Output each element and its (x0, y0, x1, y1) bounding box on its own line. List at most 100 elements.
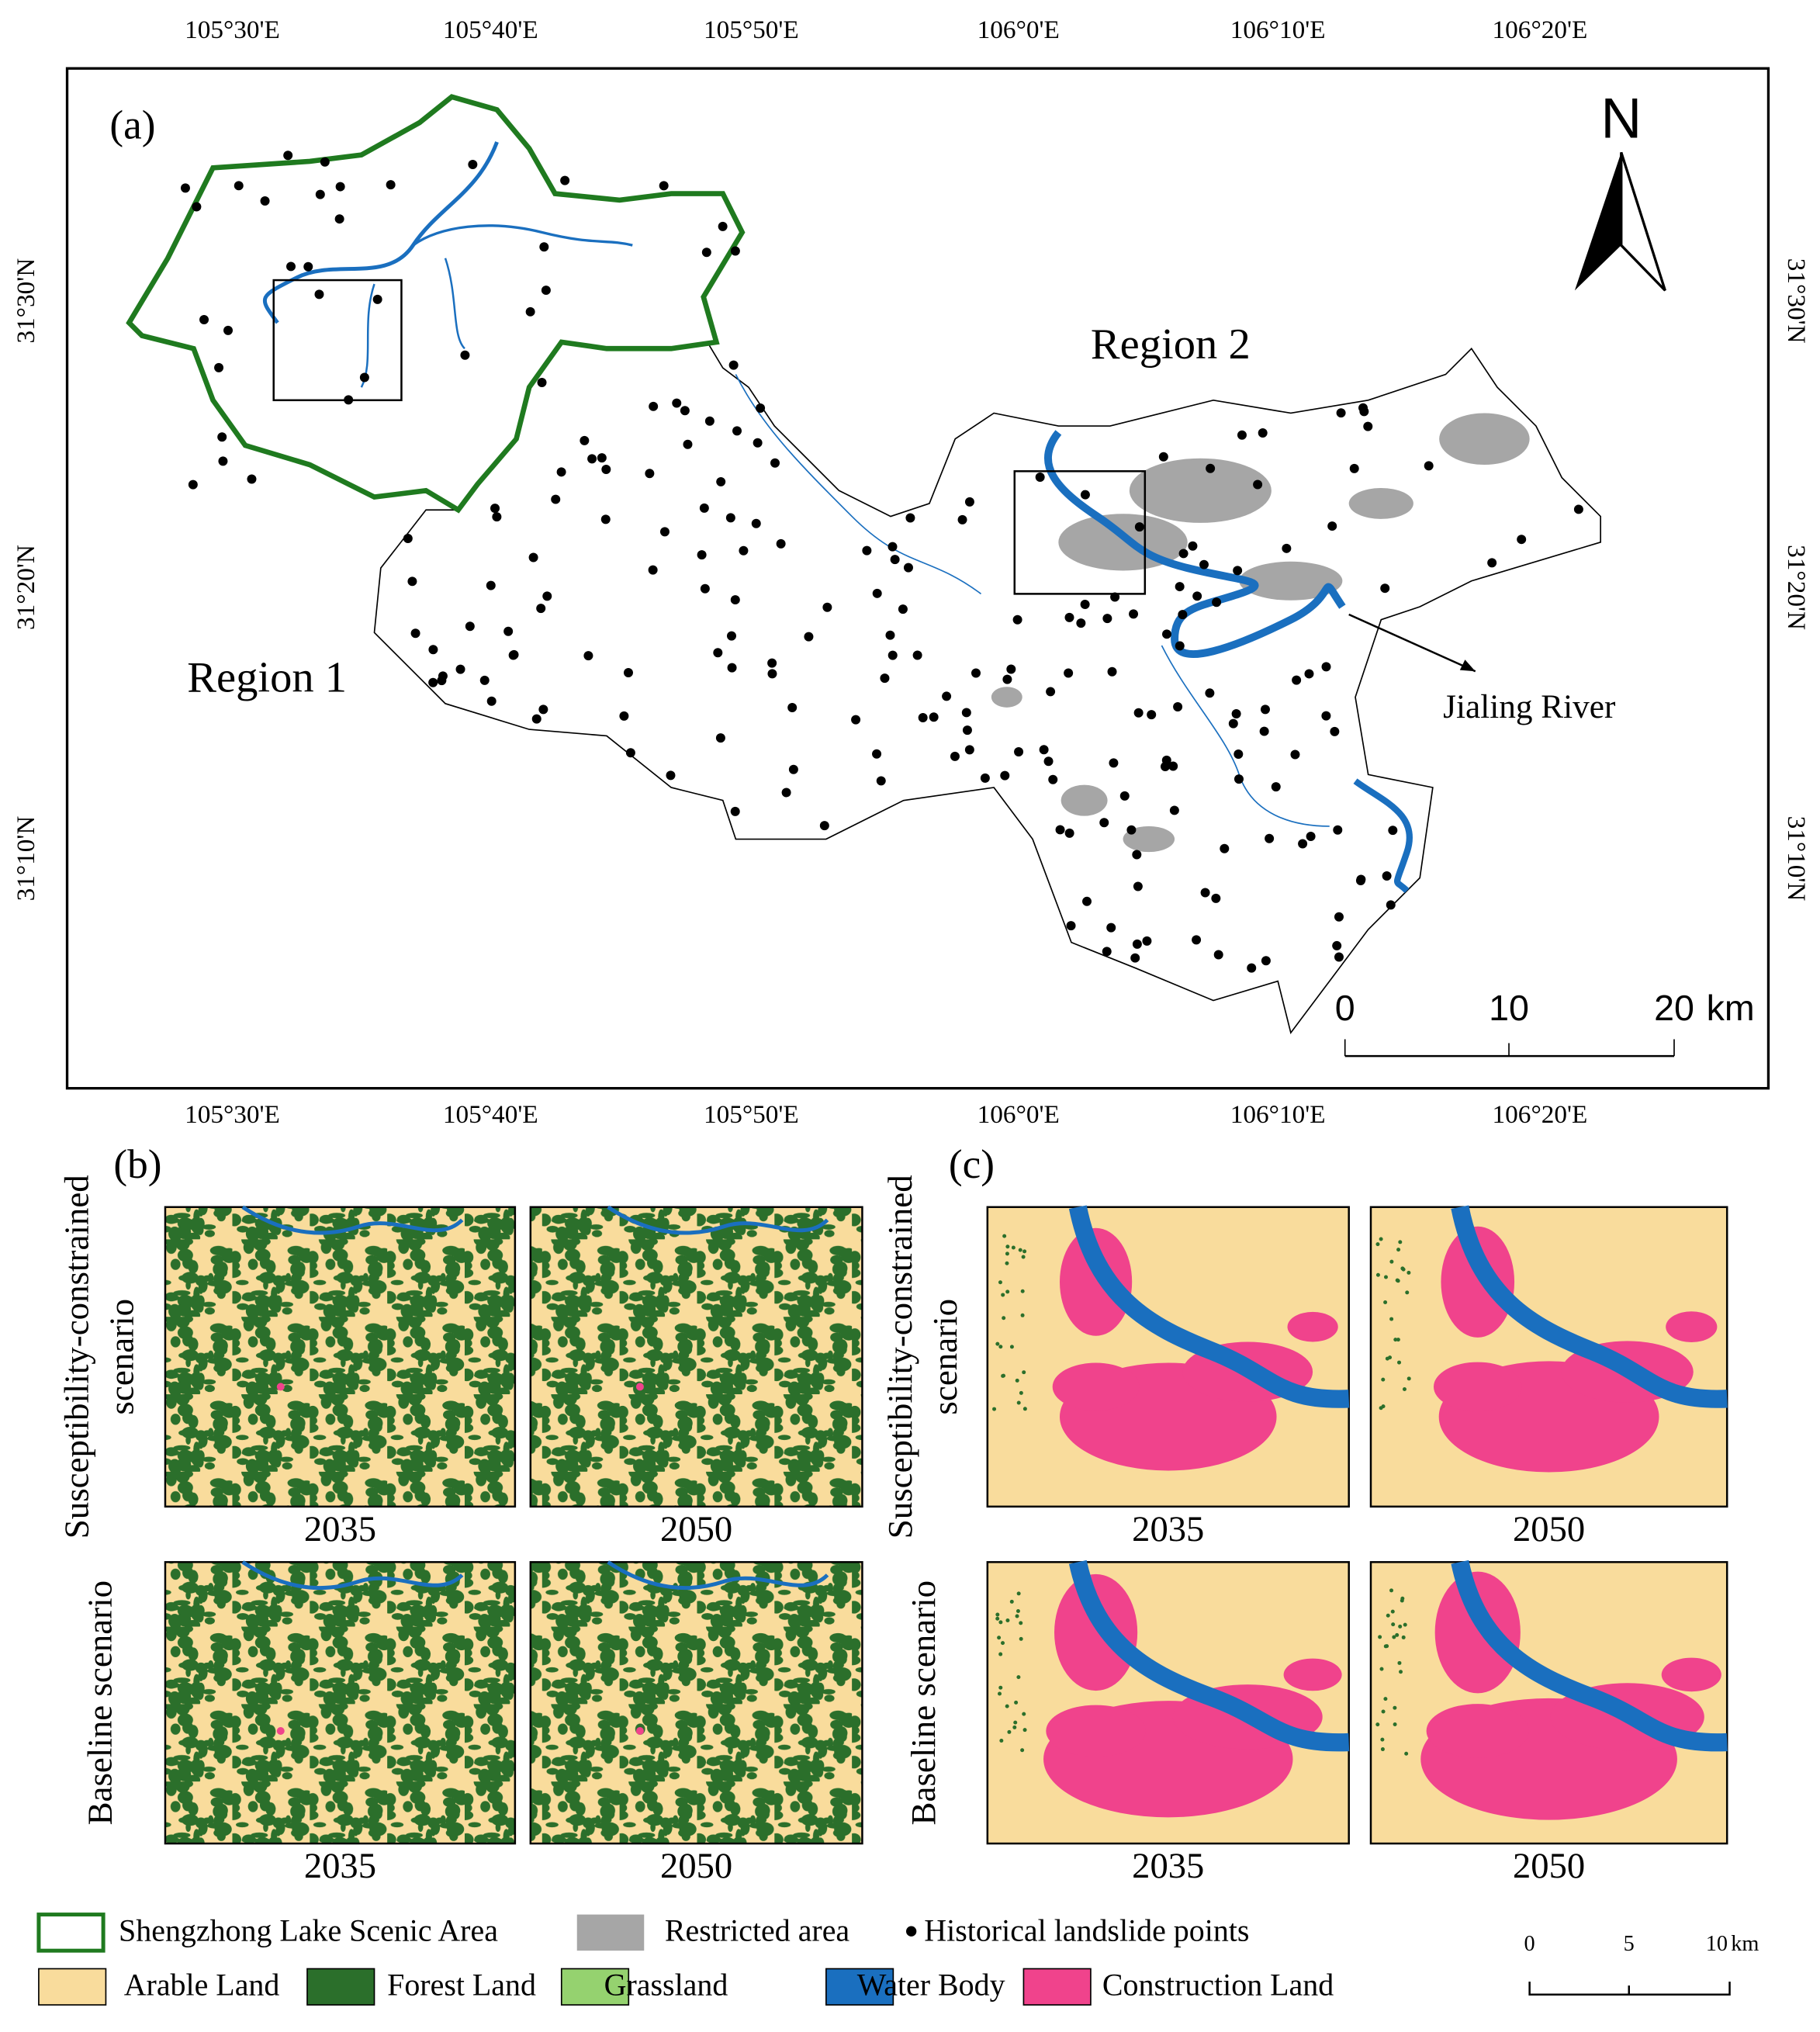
forest-patch (1379, 1237, 1383, 1241)
scenario-label: Baseline scenario (80, 1580, 119, 1825)
forest-patch (1381, 1404, 1386, 1409)
map-content (126, 94, 1601, 1035)
construction-patch (1426, 1704, 1529, 1758)
forest-patch (998, 1345, 1003, 1349)
forest-patch (1383, 1697, 1388, 1701)
forest-patch (998, 1652, 1003, 1656)
forest-patch (1400, 1596, 1405, 1601)
lon-label: 106°10'E (1230, 16, 1326, 44)
landslide-point (315, 189, 325, 199)
landslide-point (1035, 473, 1045, 482)
landslide-point (335, 182, 345, 192)
landslide-point (1102, 947, 1112, 957)
forest-patch (1401, 1635, 1406, 1639)
landslide-point (876, 776, 886, 786)
landslide-point (372, 294, 382, 304)
landslide-point (1424, 461, 1434, 471)
scale-bar (1344, 1039, 1675, 1058)
landslide-point (1106, 923, 1116, 933)
landslide-point (751, 518, 761, 528)
landslide-point (753, 438, 763, 448)
landslide-point (320, 157, 330, 167)
landslide-point (217, 432, 227, 442)
forest-patch (1022, 1249, 1027, 1254)
landslide-point (767, 658, 777, 668)
landslide-point (961, 708, 971, 718)
landslide-point (1304, 669, 1314, 679)
land-use-map (164, 1206, 517, 1508)
landslide-point (1014, 746, 1024, 756)
landslide-point (1175, 641, 1185, 651)
landslide-point (1330, 726, 1340, 736)
landslide-point (1271, 782, 1281, 792)
landslide-point (1212, 597, 1222, 608)
construction-patch (1661, 1657, 1721, 1692)
landslide-point (1055, 825, 1065, 835)
landslide-point (492, 512, 502, 522)
construction-land (635, 1383, 644, 1391)
landslide-point (314, 289, 324, 299)
forest-patch (1001, 1641, 1005, 1646)
landslide-point (964, 497, 974, 507)
forest-patch (1380, 1737, 1385, 1742)
inset-box (1013, 470, 1147, 595)
legend-label: Grassland (604, 1968, 728, 2003)
landslide-point (1132, 939, 1142, 949)
legend: Shengzhong Lake Scenic Area Restricted ar… (36, 1913, 1759, 2006)
scale-label: 5 (1624, 1932, 1635, 1956)
legend-label: Shengzhong Lake Scenic Area (119, 1913, 498, 1948)
landslide-point (1133, 881, 1143, 891)
landslide-point (767, 669, 777, 679)
landslide-point (403, 534, 413, 543)
landslide-point (1132, 850, 1142, 860)
landslide-point (1220, 843, 1230, 853)
forest-patch (1022, 1712, 1026, 1716)
forest-patch (1005, 1251, 1009, 1256)
forest-patch (1020, 1289, 1025, 1293)
forest-patch (1385, 1356, 1389, 1361)
north-label: N (1600, 86, 1642, 150)
forest-patch (1013, 1720, 1018, 1725)
forest-patch (1019, 1621, 1023, 1625)
forest-patch (1402, 1387, 1407, 1392)
landslide-point (1259, 726, 1269, 736)
landslide-point (1199, 559, 1209, 569)
landslide-point (1006, 664, 1016, 674)
landslide-point (556, 467, 566, 477)
forest-patch (997, 1636, 1002, 1640)
forest-patch (1396, 1338, 1400, 1342)
scenario-label: Baseline scenario (904, 1580, 943, 1825)
forest-patch (1393, 1705, 1397, 1710)
construction-patch (1287, 1311, 1338, 1342)
landslide-point (303, 261, 313, 272)
landslide-points (180, 151, 1583, 973)
landslide-point (739, 545, 749, 556)
landslide-point (1168, 761, 1178, 771)
landslide-point (180, 183, 190, 193)
landslide-point (1046, 687, 1056, 697)
forest-patch (1403, 1622, 1407, 1627)
landslide-point (503, 626, 514, 636)
landslide-point (1261, 956, 1271, 966)
landslide-point (455, 664, 465, 674)
landslide-point (1147, 710, 1157, 720)
river-label: Jialing River (1443, 688, 1616, 725)
forest-patch (1005, 1289, 1010, 1294)
construction-patch (1046, 1705, 1146, 1757)
landslide-point (929, 712, 939, 722)
landslide-point (1247, 963, 1257, 973)
forest-patch (1021, 1255, 1026, 1259)
landslide-point (214, 362, 224, 372)
landslide-point (1142, 936, 1152, 946)
landslide-point (1080, 599, 1090, 609)
landslide-point (716, 476, 726, 486)
lon-label: 105°30'E (185, 1100, 280, 1129)
landslide-point (1388, 826, 1398, 836)
landslide-point (1064, 668, 1074, 678)
legend-label: Water Body (857, 1968, 1005, 2003)
forest-patch (1381, 1377, 1386, 1382)
forest-patch (1389, 1588, 1394, 1593)
year-label: 2050 (660, 1509, 732, 1549)
legend-swatch (1022, 1968, 1092, 2006)
landslide-point (542, 591, 552, 601)
